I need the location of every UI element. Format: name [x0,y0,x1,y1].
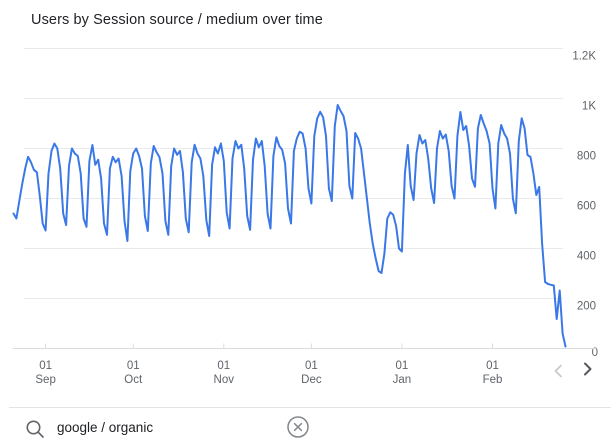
x-axis-label-day: 01 [217,360,230,372]
users-line-series[interactable] [12,104,567,348]
chevron-right-icon[interactable] [579,359,597,379]
x-axis-label-day: 01 [39,360,52,372]
y-axis-label: 0 [592,347,598,359]
x-axis-label-month: Feb [483,374,503,386]
users-line-chart[interactable]: 0 200 400 600 800 1K 1.2K 01 Sep 01 Oct 01 Nov 01 Dec 0… [0,0,611,400]
y-axis-label: 1K [582,101,596,113]
clear-search-icon[interactable] [286,415,310,439]
x-axis-label-day: 01 [305,360,318,372]
x-axis-label-month: Dec [301,374,322,386]
dimension-search-row[interactable] [0,408,611,447]
x-axis-label-day: 01 [396,360,409,372]
chevron-left-icon [549,361,567,381]
y-axis-label: 600 [577,201,596,213]
x-axis-label-day: 01 [127,360,140,372]
x-axis-label-month: Sep [35,374,55,386]
x-axis-label-month: Jan [393,374,412,386]
chart-title: Users by Session source / medium over ti… [31,12,323,28]
y-axis-label: 800 [577,151,596,163]
y-axis-label: 400 [577,251,596,263]
x-axis-label-day: 01 [486,360,499,372]
x-axis-label-month: Nov [214,374,235,386]
y-axis-label: 200 [577,301,596,313]
search-icon [25,419,45,444]
x-axis-label-month: Oct [124,374,143,386]
footer-divider [9,407,611,408]
y-axis-label: 1.2K [572,51,596,63]
search-input[interactable] [57,414,267,440]
